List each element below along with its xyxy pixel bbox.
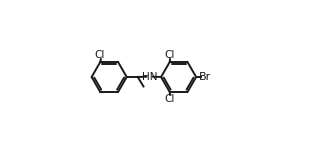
Text: Br: Br [199, 72, 211, 82]
Text: Cl: Cl [164, 50, 174, 60]
Text: Cl: Cl [164, 94, 174, 104]
Text: Cl: Cl [94, 50, 105, 60]
Text: HN: HN [142, 72, 157, 82]
